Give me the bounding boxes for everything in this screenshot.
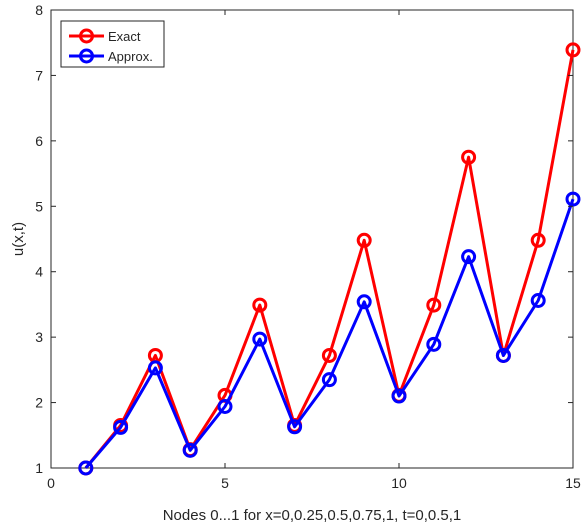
y-axis-label: u(x,t) xyxy=(10,222,27,256)
data-point-approx xyxy=(321,372,337,388)
axis-ticks: 0 5 10 15 1 2 3 4 5 6 7 8 xyxy=(35,2,581,491)
data-point-approx xyxy=(426,336,442,352)
data-point-approx xyxy=(252,331,268,347)
data-point-exact xyxy=(461,149,477,165)
x-tick-label: 10 xyxy=(391,475,407,491)
x-tick-label: 15 xyxy=(565,475,581,491)
data-point-approx xyxy=(356,294,372,310)
plot-area xyxy=(50,9,574,469)
x-tick-label: 5 xyxy=(221,475,229,491)
y-tick-label: 3 xyxy=(35,329,43,345)
data-point-approx xyxy=(287,419,303,435)
data-point-exact xyxy=(426,297,442,313)
data-point-exact xyxy=(252,297,268,313)
data-point-exact xyxy=(356,232,372,248)
legend-marker xyxy=(79,48,94,64)
data-point-exact xyxy=(565,42,581,58)
legend-item-approx: Approx. xyxy=(69,48,153,64)
series-line-exact xyxy=(84,49,575,469)
x-tick-label: 0 xyxy=(47,475,55,491)
x-axis-label: Nodes 0...1 for x=0,0.25,0.5,0.75,1, t=0… xyxy=(163,507,462,524)
legend-marker xyxy=(79,28,94,44)
y-tick-label: 8 xyxy=(35,2,43,18)
data-point-approx xyxy=(217,398,233,414)
data-point-exact xyxy=(321,347,337,363)
legend-label: Exact xyxy=(108,29,141,44)
y-tick-label: 7 xyxy=(35,67,43,83)
data-point-approx xyxy=(113,419,129,435)
data-point-approx xyxy=(182,442,198,458)
data-point-approx xyxy=(461,249,477,265)
data-point-approx xyxy=(78,460,94,476)
y-tick-label: 2 xyxy=(35,395,43,411)
data-point-approx xyxy=(565,191,581,207)
y-tick-label: 5 xyxy=(35,198,43,214)
legend: Exact Approx. xyxy=(60,20,165,68)
series-approx xyxy=(78,191,581,476)
legend-box xyxy=(60,20,165,68)
data-point-approx xyxy=(391,388,407,404)
series-layer xyxy=(78,42,581,476)
y-tick-label: 1 xyxy=(35,460,43,476)
data-point-approx xyxy=(530,293,546,309)
y-tick-label: 6 xyxy=(35,133,43,149)
y-tick-label: 4 xyxy=(35,264,43,280)
legend-item-exact: Exact xyxy=(69,28,141,44)
data-point-approx xyxy=(147,360,163,376)
series-line-approx xyxy=(84,198,575,469)
data-point-approx xyxy=(495,347,511,363)
data-point-exact xyxy=(530,232,546,248)
legend-label: Approx. xyxy=(108,49,153,64)
